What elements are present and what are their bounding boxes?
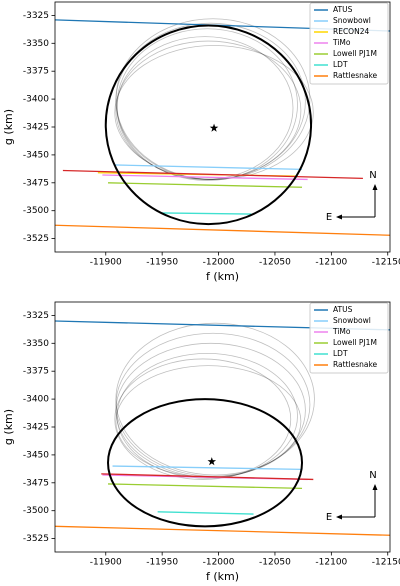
compass-north-label: N bbox=[369, 170, 376, 181]
fit-ellipse bbox=[115, 18, 311, 180]
best-fit-ellipse bbox=[107, 398, 304, 528]
legend-label: LDT bbox=[333, 349, 348, 358]
panel: -11900 -11950 -12000 -12050 -12100 -12150 -332… bbox=[2, 1, 400, 283]
fit-ellipse bbox=[116, 28, 298, 181]
legend-label: RECON24 bbox=[333, 27, 369, 36]
chord bbox=[107, 182, 303, 188]
fit-ellipse bbox=[115, 342, 306, 478]
legend-box bbox=[309, 302, 389, 374]
legend-label: LDT bbox=[333, 60, 348, 69]
x-tick-label: -12050 bbox=[259, 258, 291, 268]
x-tick-label: -12050 bbox=[259, 558, 291, 568]
legend-label: ATUS bbox=[333, 305, 353, 314]
y-tick-label: -3400 bbox=[23, 95, 49, 105]
x-tick-label: -12100 bbox=[315, 558, 347, 568]
fit-ellipse bbox=[115, 22, 306, 180]
chord bbox=[62, 169, 363, 179]
y-tick-label: -3325 bbox=[23, 311, 49, 321]
panel: -11900 -11950 -12000 -12050 -12100 -12150 -332… bbox=[2, 301, 400, 583]
legend: ATUS Snowbowl RECON24 TiMo Lowell PJ1M LDT Rat… bbox=[309, 2, 389, 85]
x-axis-label: f (km) bbox=[206, 570, 239, 583]
chord bbox=[113, 164, 303, 171]
x-tick-label: -12150 bbox=[372, 258, 400, 268]
legend-label: Rattlesnake bbox=[333, 71, 378, 80]
fit-ellipse bbox=[116, 36, 294, 180]
center-star bbox=[209, 123, 219, 132]
chord bbox=[102, 174, 308, 181]
compass-east-label: E bbox=[326, 512, 332, 523]
legend: ATUS Snowbowl TiMo Lowell PJ1M LDT Rattlesnak… bbox=[309, 302, 389, 374]
legend-label: Rattlesnake bbox=[333, 360, 378, 369]
fit-ellipse bbox=[116, 352, 298, 479]
x-tick-label: -11950 bbox=[146, 558, 178, 568]
x-tick-label: -11900 bbox=[90, 258, 122, 268]
plot-area bbox=[55, 320, 390, 536]
y-tick-label: -3475 bbox=[23, 178, 49, 188]
y-tick-label: -3400 bbox=[23, 395, 49, 405]
fit-ellipse bbox=[115, 40, 302, 180]
compass-east-head bbox=[336, 514, 342, 520]
best-fit-ellipse bbox=[104, 24, 313, 226]
legend-label: ATUS bbox=[333, 5, 353, 14]
y-axis-label: g (km) bbox=[2, 109, 15, 145]
legend-box bbox=[309, 2, 389, 85]
y-axis-label: g (km) bbox=[2, 409, 15, 445]
x-tick-label: -12000 bbox=[203, 558, 235, 568]
legend-label: Snowbowl bbox=[333, 16, 371, 25]
y-tick-label: -3475 bbox=[23, 478, 49, 488]
fit-ellipse bbox=[115, 322, 315, 476]
compass-north-head bbox=[372, 184, 378, 190]
y-tick-label: -3450 bbox=[23, 450, 49, 460]
legend-label: Lowell PJ1M bbox=[333, 338, 377, 347]
x-tick-label: -12100 bbox=[315, 258, 347, 268]
legend-label: Snowbowl bbox=[333, 316, 371, 325]
y-tick-label: -3525 bbox=[23, 534, 49, 544]
plot-area bbox=[55, 18, 390, 236]
compass-north-label: N bbox=[369, 470, 376, 481]
y-tick-label: -3375 bbox=[23, 67, 49, 77]
y-tick-label: -3450 bbox=[23, 150, 49, 160]
y-tick-label: -3425 bbox=[23, 423, 49, 433]
y-tick-label: -3525 bbox=[23, 234, 49, 244]
compass-east-head bbox=[336, 214, 342, 220]
chord bbox=[55, 224, 390, 236]
x-tick-label: -11950 bbox=[146, 258, 178, 268]
center-star bbox=[207, 457, 217, 466]
fit-ellipse bbox=[114, 358, 292, 480]
chord bbox=[55, 525, 390, 536]
x-tick-label: -12150 bbox=[372, 558, 400, 568]
fit-ellipse bbox=[115, 332, 311, 477]
y-tick-label: -3375 bbox=[23, 367, 49, 377]
chord bbox=[101, 473, 314, 481]
compass-east-label: E bbox=[326, 212, 332, 223]
y-tick-label: -3350 bbox=[23, 339, 49, 349]
chord bbox=[112, 465, 303, 471]
chord bbox=[157, 511, 254, 515]
x-tick-label: -12000 bbox=[203, 258, 235, 268]
x-tick-label: -11900 bbox=[90, 558, 122, 568]
chord bbox=[161, 212, 252, 215]
x-axis-label: f (km) bbox=[206, 270, 239, 283]
y-tick-label: -3325 bbox=[23, 11, 49, 21]
y-tick-label: -3500 bbox=[23, 206, 49, 216]
y-tick-label: -3500 bbox=[23, 506, 49, 516]
legend-label: Lowell PJ1M bbox=[333, 49, 377, 58]
fit-ellipse bbox=[114, 45, 314, 180]
compass-north-head bbox=[372, 484, 378, 490]
y-tick-label: -3350 bbox=[23, 39, 49, 49]
y-tick-label: -3425 bbox=[23, 123, 49, 133]
legend-label: TiMo bbox=[332, 327, 351, 336]
legend-label: TiMo bbox=[332, 38, 351, 47]
chord bbox=[107, 483, 303, 490]
